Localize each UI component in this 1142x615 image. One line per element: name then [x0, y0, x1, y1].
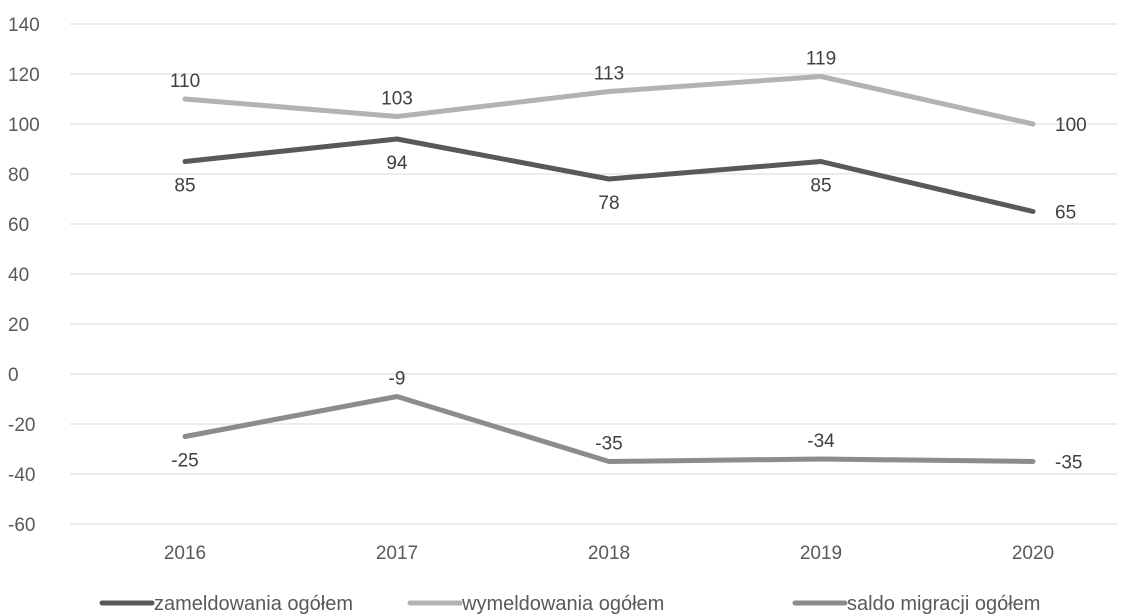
x-tick-label: 2017 [376, 543, 418, 564]
y-tick-label: 80 [8, 165, 29, 186]
data-label: 110 [170, 71, 200, 92]
data-label: 85 [810, 176, 831, 197]
data-label: 103 [381, 89, 413, 110]
y-tick-label: 0 [8, 365, 19, 386]
y-tick-label: -40 [8, 465, 35, 486]
data-label: 78 [598, 193, 619, 214]
y-tick-label: 100 [8, 115, 40, 136]
x-tick-label: 2020 [1012, 543, 1054, 564]
x-axis-ticks: 2016 2017 2018 2019 2020 [164, 543, 1054, 564]
series-line-3 [182, 394, 1036, 464]
y-tick-label: 60 [8, 215, 29, 236]
y-tick-label: 40 [8, 265, 29, 286]
data-label: -35 [595, 434, 622, 455]
data-label: -35 [1055, 453, 1082, 474]
x-tick-label: 2019 [800, 543, 842, 564]
data-label: 65 [1055, 203, 1076, 224]
y-tick-label: 120 [8, 65, 40, 86]
series-lines [182, 74, 1036, 464]
data-label: -34 [807, 431, 835, 452]
legend: zameldowania ogółem wymeldowania ogółem sa… [99, 593, 1040, 615]
data-label: 113 [594, 64, 624, 85]
x-tick-label: 2016 [164, 543, 206, 564]
data-label: 100 [1055, 115, 1087, 136]
legend-label: wymeldowania ogółem [461, 593, 664, 615]
data-label: 94 [386, 153, 408, 174]
data-label: 119 [806, 49, 836, 70]
gridlines [70, 23, 1117, 525]
data-label: 85 [174, 176, 195, 197]
series-line-2 [182, 74, 1036, 127]
y-tick-label: -60 [8, 515, 35, 536]
y-tick-label: -20 [8, 415, 35, 436]
legend-label: zameldowania ogółem [154, 593, 353, 615]
legend-label: saldo migracji ogółem [847, 593, 1040, 615]
y-tick-label: 140 [8, 15, 40, 36]
series-line-1 [182, 136, 1036, 214]
data-label: -25 [171, 451, 198, 472]
y-axis-ticks: -60 -40 -20 0 20 40 60 80 100 120 140 [8, 15, 40, 536]
data-label: -9 [389, 369, 406, 390]
y-tick-label: 20 [8, 315, 29, 336]
x-tick-label: 2018 [588, 543, 630, 564]
data-labels: 85 94 78 85 65 110 103 113 119 100 -25 -9 -35 -34 -35 [170, 49, 1087, 474]
